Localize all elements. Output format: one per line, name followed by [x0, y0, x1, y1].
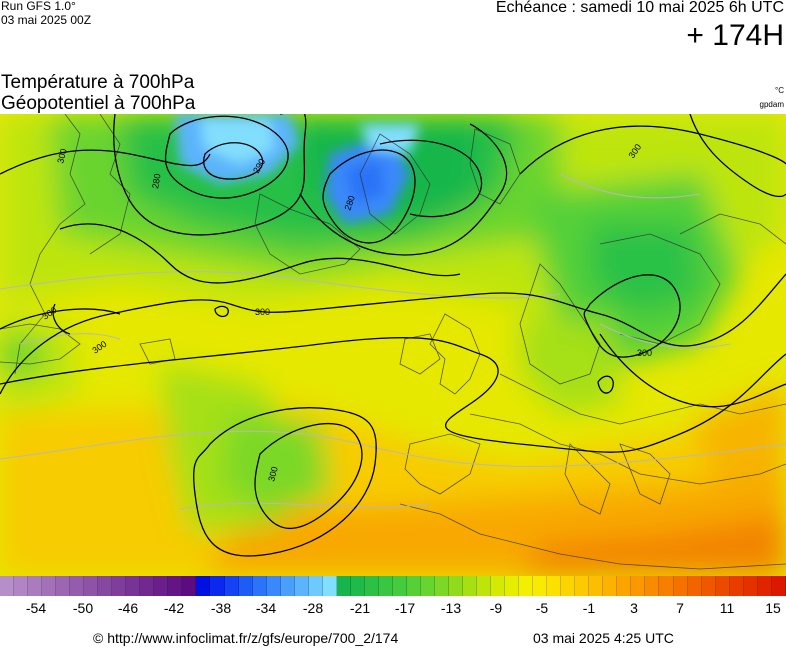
- contour-label: 300: [55, 147, 69, 164]
- color-scale-swatch: [70, 576, 85, 596]
- color-scale-swatch: [308, 576, 323, 596]
- color-scale-swatch: [491, 576, 506, 596]
- lead-time: + 174H: [686, 19, 784, 52]
- color-scale-swatch: [449, 576, 464, 596]
- color-scale-swatch: [154, 576, 169, 596]
- color-scale-swatch: [463, 576, 478, 596]
- color-scale-swatch: [673, 576, 688, 596]
- color-scale-swatch: [364, 576, 379, 596]
- color-scale-tick: -17: [394, 600, 416, 616]
- color-scale-swatch: [477, 576, 492, 596]
- color-scale-swatch: [575, 576, 590, 596]
- color-scale-tick: 3: [630, 600, 638, 616]
- color-scale-swatch: [126, 576, 141, 596]
- color-scale-tick: 15: [765, 600, 781, 616]
- color-scale-swatch: [196, 576, 211, 596]
- weather-map: 300 290 280 280 300 300 300 300 300 300: [0, 114, 786, 576]
- contour-label: 280: [150, 173, 162, 190]
- unit-temperature: °C: [775, 86, 784, 95]
- color-scale-swatch: [420, 576, 435, 596]
- color-scale-tick: -34: [255, 600, 277, 616]
- color-scale-tick: -1: [582, 600, 596, 616]
- color-scale-swatch: [617, 576, 632, 596]
- color-scale-swatch: [645, 576, 660, 596]
- color-scale-swatch: [294, 576, 309, 596]
- color-scale-swatch: [266, 576, 281, 596]
- color-scale-swatch: [336, 576, 351, 596]
- color-scale-swatch: [701, 576, 716, 596]
- color-scale-swatch: [84, 576, 99, 596]
- run-date: 03 mai 2025 00Z: [1, 13, 92, 27]
- color-scale-tick: -38: [210, 600, 232, 616]
- color-scale-swatch: [168, 576, 183, 596]
- title-geopotential: Géopotentiel à 700hPa: [1, 93, 196, 114]
- color-scale-swatch: [42, 576, 57, 596]
- color-scale-swatch: [715, 576, 730, 596]
- color-scale: [0, 576, 786, 596]
- color-scale-swatch: [771, 576, 786, 596]
- color-scale-swatch: [505, 576, 520, 596]
- copyright-url: © http://www.infoclimat.fr/z/gfs/europe/…: [93, 630, 399, 646]
- forecast-validity: Echéance : samedi 10 mai 2025 6h UTC: [495, 0, 784, 16]
- color-scale-tick: -21: [349, 600, 371, 616]
- color-scale-swatch: [322, 576, 337, 596]
- unit-geopotential: gpdam: [759, 100, 784, 109]
- color-scale-swatch: [98, 576, 113, 596]
- color-scale-tick: -50: [72, 600, 94, 616]
- coastlines: [0, 114, 786, 570]
- contour-label: 280: [342, 194, 357, 212]
- color-scale-swatch: [533, 576, 548, 596]
- color-scale-swatch: [210, 576, 225, 596]
- color-scale-swatch: [406, 576, 421, 596]
- color-scale-tick: 7: [676, 600, 684, 616]
- color-scale-swatch: [729, 576, 744, 596]
- color-scale-swatch: [182, 576, 197, 596]
- color-scale-swatch: [14, 576, 29, 596]
- title-temperature: Température à 700hPa: [1, 72, 195, 93]
- color-scale-swatch: [112, 576, 127, 596]
- color-scale-swatch: [280, 576, 295, 596]
- color-scale-tick: -42: [163, 600, 185, 616]
- color-scale-swatch: [589, 576, 604, 596]
- color-scale-swatch: [56, 576, 71, 596]
- color-scale-tick: -54: [25, 600, 47, 616]
- color-scale-swatch: [659, 576, 674, 596]
- color-scale-swatch: [0, 576, 15, 596]
- color-scale-tick: -5: [535, 600, 549, 616]
- color-scale-labels: -54 -50 -46 -42 -38 -34 -28 -21 -17 -13 -9 -5 -1 3 7 11…: [0, 600, 786, 618]
- color-scale-tick: -28: [302, 600, 324, 616]
- color-scale-swatch: [140, 576, 155, 596]
- color-scale-swatch: [378, 576, 393, 596]
- color-scale-swatch: [28, 576, 43, 596]
- color-scale-swatch: [687, 576, 702, 596]
- run-label: Run GFS 1.0°: [1, 0, 76, 13]
- color-scale-tick: 11: [719, 600, 735, 616]
- color-scale-swatch: [238, 576, 253, 596]
- color-scale-swatch: [743, 576, 758, 596]
- color-scale-swatch: [547, 576, 562, 596]
- color-scale-swatch: [252, 576, 267, 596]
- color-scale-swatch: [561, 576, 576, 596]
- contour-label: 300: [255, 307, 270, 317]
- color-scale-swatch: [392, 576, 407, 596]
- color-scale-swatch: [603, 576, 618, 596]
- generation-date: 03 mai 2025 4:25 UTC: [533, 630, 674, 646]
- color-scale-tick: -46: [117, 600, 139, 616]
- color-scale-tick: -9: [489, 600, 503, 616]
- color-scale-swatch: [224, 576, 239, 596]
- color-scale-tick: -13: [440, 600, 462, 616]
- color-scale-swatch: [434, 576, 449, 596]
- contour-label: 300: [637, 348, 652, 358]
- geopotential-contours: [0, 114, 786, 557]
- color-scale-swatch: [519, 576, 534, 596]
- color-scale-swatch: [350, 576, 365, 596]
- contour-label: 300: [266, 465, 280, 482]
- color-scale-swatch: [631, 576, 646, 596]
- color-scale-swatch: [757, 576, 772, 596]
